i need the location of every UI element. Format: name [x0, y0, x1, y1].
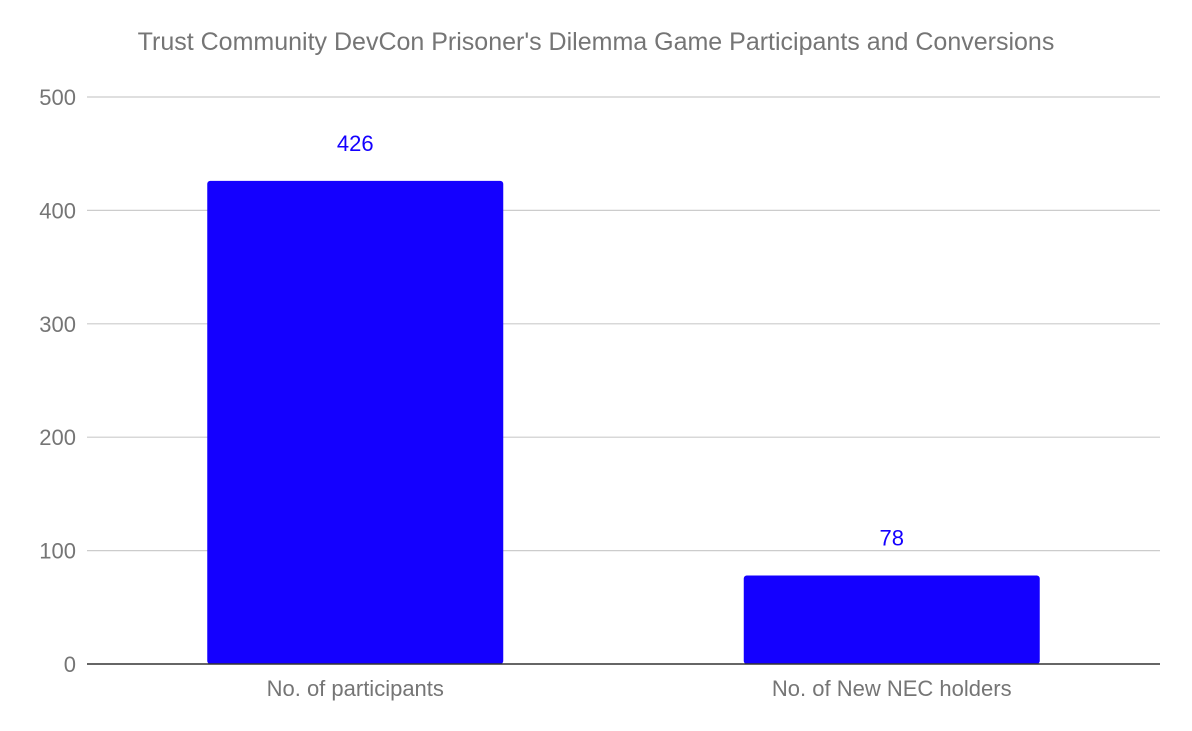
- x-tick-label: No. of New NEC holders: [772, 676, 1012, 701]
- chart-title: Trust Community DevCon Prisoner's Dilemm…: [137, 28, 1055, 56]
- y-tick-label: 500: [39, 85, 76, 110]
- y-tick-label: 400: [39, 198, 76, 223]
- bar: [743, 575, 1040, 664]
- data-label: 78: [880, 526, 904, 551]
- y-tick-label: 100: [39, 539, 76, 564]
- y-tick-label: 0: [64, 652, 76, 677]
- x-tick-label: No. of participants: [267, 676, 444, 701]
- y-tick-label: 200: [39, 425, 76, 450]
- bar: [207, 180, 504, 664]
- y-tick-label: 300: [39, 312, 76, 337]
- data-label: 426: [337, 131, 374, 156]
